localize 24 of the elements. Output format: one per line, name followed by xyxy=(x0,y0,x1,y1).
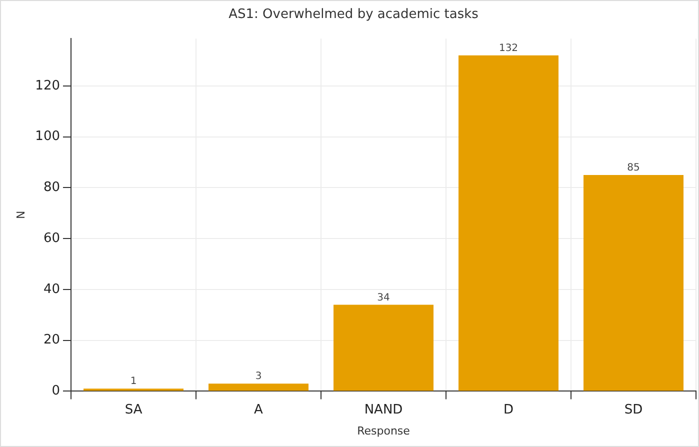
bar xyxy=(458,55,559,391)
data-label: 132 xyxy=(498,42,518,54)
x-tick-label: D xyxy=(503,402,514,418)
y-tick-label: 100 xyxy=(35,129,60,144)
y-tick-label: 20 xyxy=(43,332,60,348)
y-tick-label: 80 xyxy=(43,180,60,196)
x-tick-label: SA xyxy=(124,402,142,418)
data-label: 34 xyxy=(377,292,390,304)
data-label: 85 xyxy=(627,162,640,174)
x-axis-title: Response xyxy=(357,424,410,438)
data-label: 1 xyxy=(130,376,137,388)
x-tick-label: A xyxy=(254,402,264,418)
y-tick-label: 40 xyxy=(43,282,60,297)
y-axis-title: N xyxy=(14,210,28,220)
y-tick-label: 0 xyxy=(52,384,60,399)
data-label: 3 xyxy=(255,371,262,382)
y-tick-label: 60 xyxy=(43,230,60,246)
chart-title: AS1: Overwhelmed by academic tasks xyxy=(228,7,479,22)
y-tick-label: 120 xyxy=(35,78,60,94)
x-tick-label: NAND xyxy=(364,402,403,418)
bar xyxy=(334,304,434,391)
bar xyxy=(208,384,309,391)
bar xyxy=(584,174,684,391)
x-tick-label: SD xyxy=(624,402,643,418)
